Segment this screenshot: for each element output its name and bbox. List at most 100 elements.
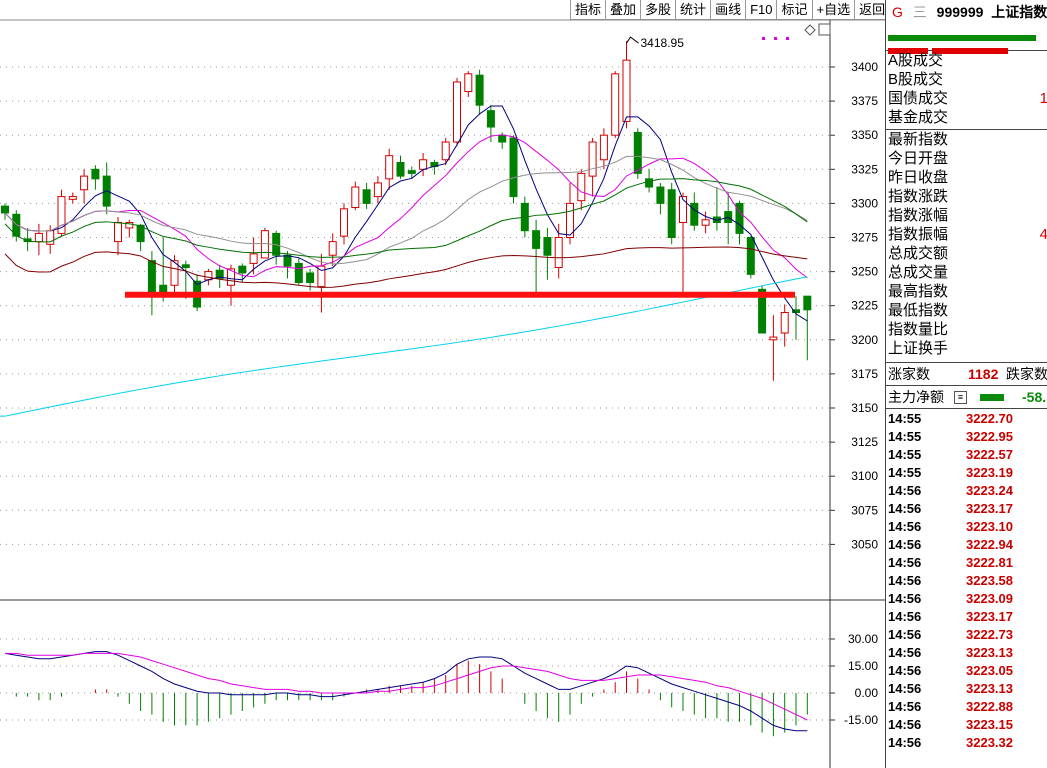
indicator-dot <box>786 37 789 40</box>
stat-value: 1 <box>1040 89 1047 108</box>
tick-price: 3223.15 <box>966 717 1013 732</box>
candle-body <box>746 237 755 275</box>
price-tick-label: 3275 <box>851 231 878 245</box>
macd-tick-label: 15.00 <box>848 659 878 673</box>
tick-row: 14:56 3222.81 <box>886 554 1047 572</box>
buy-sell-bars <box>886 24 1047 54</box>
candle-body <box>294 262 303 284</box>
stat-row: 昨日收盘 <box>886 168 1047 187</box>
tick-price: 3222.88 <box>966 699 1013 714</box>
stat-label: 今日开盘 <box>888 150 949 167</box>
ma30-line <box>4 178 808 258</box>
candle-body <box>758 288 767 334</box>
candle-body <box>373 182 382 198</box>
tick-row: 14:56 3223.09 <box>886 590 1047 608</box>
tick-price: 3222.70 <box>966 411 1013 426</box>
price-tick-label: 3075 <box>851 503 878 517</box>
kline-chart[interactable]: 3400 3375 3350 3325 3300 3275 3250 3225 3200 3175… <box>0 0 885 768</box>
window-icon <box>818 23 831 36</box>
stat-row: 总成交量 <box>886 263 1047 282</box>
price-tick-label: 3200 <box>851 333 878 347</box>
tick-price: 3223.24 <box>966 483 1013 498</box>
stat-label: 指数涨幅 <box>888 207 949 224</box>
high-marker <box>626 36 639 44</box>
candle-body <box>622 59 631 123</box>
down-count-label: 跌家数 <box>1006 366 1047 382</box>
stat-row: 最低指数 <box>886 301 1047 320</box>
candle-body <box>486 110 495 128</box>
stat-label: B股成交 <box>888 71 944 88</box>
main-flow-row: 主力净额 ≡ -58. <box>886 386 1047 409</box>
price-tick-label: 3175 <box>851 367 878 381</box>
candle-body <box>34 232 43 243</box>
candle-body <box>159 284 168 293</box>
list-icon[interactable]: ≡ <box>954 391 967 404</box>
toolbar-button-4[interactable]: 画线 <box>710 0 746 20</box>
candle-body <box>1 205 9 214</box>
tick-time: 14:55 <box>888 465 922 480</box>
stat-row: 基金成交 <box>886 108 1047 127</box>
menu-icon[interactable]: 三 <box>912 4 927 20</box>
stat-label: 昨日收盘 <box>888 169 949 186</box>
sell-strength-bar-b <box>932 48 1008 54</box>
tick-row: 14:56 3223.32 <box>886 734 1047 752</box>
toolbar-button-7[interactable]: +自选 <box>811 0 855 20</box>
tick-time: 14:56 <box>888 717 922 732</box>
tick-list[interactable]: 14:55 3222.70 14:55 3222.95 14:55 3222.57 14:5… <box>886 409 1047 752</box>
toolbar-button-0[interactable]: 指标 <box>570 0 606 20</box>
candle-body <box>599 134 608 161</box>
candle-body <box>441 141 450 161</box>
tick-row: 14:56 3223.17 <box>886 500 1047 518</box>
toolbar-button-8[interactable]: 返回 <box>854 0 890 20</box>
candle-body <box>475 74 484 106</box>
price-tick-label: 3100 <box>851 469 878 483</box>
sell-strength-bar-a <box>888 48 928 54</box>
candle-body <box>419 159 428 170</box>
candle-body <box>204 271 213 281</box>
up-count-value: 1182 <box>968 366 999 382</box>
stat-label: 国债成交 <box>888 90 949 107</box>
candle-body <box>566 202 574 238</box>
price-tick-label: 3400 <box>851 60 878 74</box>
chart-toolbar: 指标 叠加 多股 统计 画线 F10 标记 +自选 返回 <box>570 0 890 20</box>
stat-label: 总成交量 <box>888 264 949 281</box>
candle-body <box>283 254 292 267</box>
tick-time: 14:56 <box>888 591 922 606</box>
price-tick-label: 3150 <box>851 401 878 415</box>
candle-body <box>181 264 190 269</box>
tick-price: 3223.09 <box>966 591 1013 606</box>
toolbar-button-6[interactable]: 标记 <box>776 0 812 20</box>
candle-body <box>645 178 654 188</box>
tick-price: 3222.94 <box>966 537 1013 552</box>
ma10-line <box>4 134 808 279</box>
tick-row: 14:56 3223.24 <box>886 482 1047 500</box>
buy-strength-bar <box>888 35 1036 41</box>
tick-row: 14:56 3223.13 <box>886 644 1047 662</box>
toolbar-button-1[interactable]: 叠加 <box>605 0 641 20</box>
stat-label: 总成交额 <box>888 245 949 262</box>
tick-row: 14:56 3223.15 <box>886 716 1047 734</box>
tick-price: 3222.73 <box>966 627 1013 642</box>
candle-body <box>690 202 699 226</box>
candle-body <box>362 189 371 204</box>
tick-row: 14:55 3222.95 <box>886 428 1047 446</box>
candle-body <box>792 309 800 314</box>
tick-price: 3222.81 <box>966 555 1013 570</box>
tick-time: 14:56 <box>888 537 922 552</box>
tick-time: 14:56 <box>888 573 922 588</box>
tick-price: 3223.17 <box>966 501 1013 516</box>
tick-row: 14:56 3223.17 <box>886 608 1047 626</box>
stat-row: 指数振幅 4 <box>886 225 1047 244</box>
candle-body <box>385 155 394 180</box>
stat-row: 最高指数 <box>886 282 1047 301</box>
g-mark[interactable]: G <box>892 4 903 20</box>
ma5-line <box>4 105 808 322</box>
candle-body <box>633 131 642 174</box>
candle-body <box>351 186 360 208</box>
macd-dea-line <box>5 652 808 721</box>
main-flow-value: -58. <box>1022 389 1047 405</box>
tick-time: 14:56 <box>888 501 922 516</box>
ma20-line <box>4 155 808 265</box>
tick-price: 3223.58 <box>966 573 1013 588</box>
